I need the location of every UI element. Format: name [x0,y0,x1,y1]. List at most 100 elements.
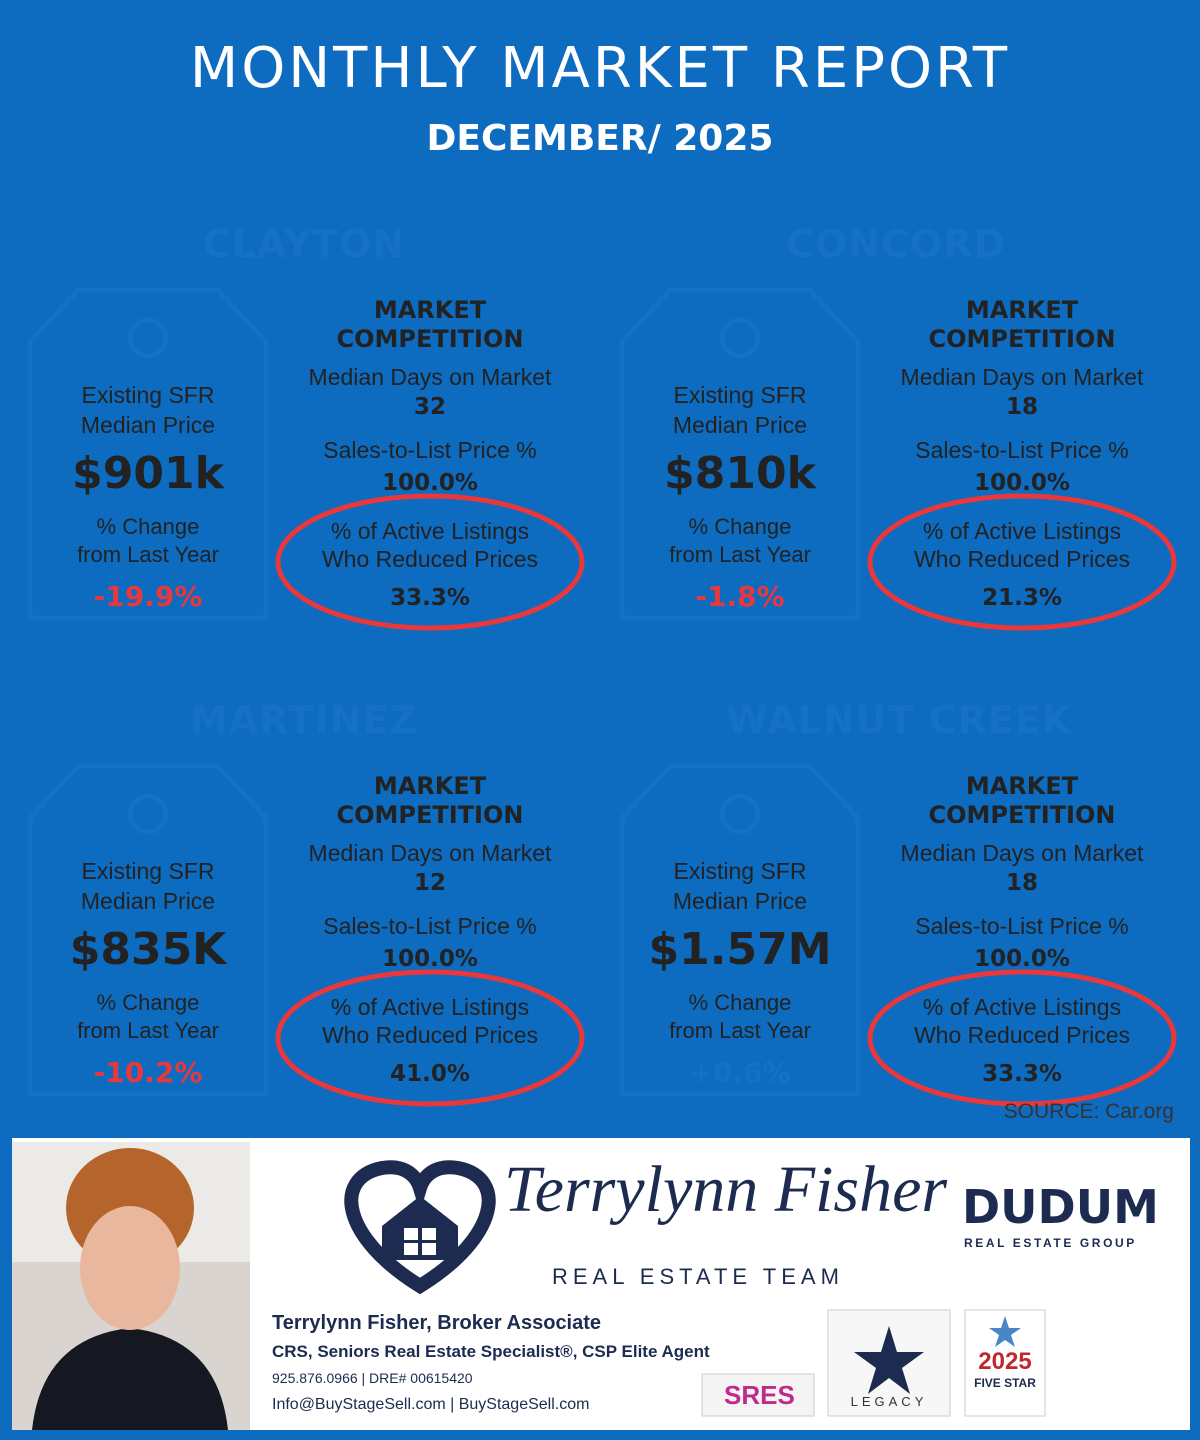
ratio-label: Sales-to-List Price % [915,437,1129,463]
price-label: Existing SFR [81,858,215,884]
change-label: % Change [688,990,792,1015]
agent-line: 925.876.0966 | DRE# 00615420 [272,1370,473,1386]
competition-title: MARKET [965,772,1079,800]
photo-body [32,1328,228,1430]
days-value: 32 [413,394,446,420]
price-change: -19.9% [93,580,203,613]
competition-title: MARKET [965,296,1079,324]
price-label: Median Price [80,412,216,438]
star [854,1326,924,1394]
photo-face [80,1206,180,1330]
tag-hole [719,317,761,359]
ratio-label: Sales-to-List Price % [323,437,537,463]
price-label: Median Price [672,412,808,438]
brokerage: DUDUM [962,1180,1159,1234]
competition-title: COMPETITION [928,801,1116,829]
days-label: Median Days on Market [308,364,552,390]
median-price: $1.57M [648,924,832,975]
days-label: Median Days on Market [308,840,552,866]
price-change: +0.6% [689,1056,791,1089]
panel-art [27,763,585,1107]
price-change: -1.8% [695,580,785,613]
panel-art [619,763,1177,1107]
brokerage-subtitle: REAL ESTATE GROUP [964,1236,1137,1250]
median-price: $901k [72,448,224,499]
report-date: DECEMBER/ 2025 [426,118,774,159]
window [404,1228,418,1240]
highlight-circle [275,493,585,631]
change-label: from Last Year [669,1018,811,1043]
tag-hole [127,793,169,835]
legacy-label: LEGACY [850,1394,928,1409]
competition-title: COMPETITION [336,325,524,353]
ratio-value: 100.0% [974,946,1070,972]
competition-title: MARKET [373,296,487,324]
reduced-label: Who Reduced Prices [913,1022,1131,1048]
agent-line: Info@BuyStageSell.com | BuyStageSell.com [272,1396,590,1413]
price-label: Median Price [80,888,216,914]
reduced-label: % of Active Listings [330,994,530,1020]
highlight-circle [867,969,1177,1107]
agent-line: Terrylynn Fisher, Broker Associate [272,1312,602,1334]
team-subtitle: REAL ESTATE TEAM [552,1264,844,1289]
highlight-circle [275,969,585,1107]
reduced-label: Who Reduced Prices [321,546,539,572]
award-year: 2025 [978,1348,1032,1375]
ratio-value: 100.0% [974,470,1070,496]
price-tag [27,763,269,1097]
days-label: Median Days on Market [900,364,1144,390]
change-label: % Change [688,514,792,539]
sres-badge [701,1373,815,1417]
report-title: MONTHLY MARKET REPORT [189,36,1011,101]
window [422,1243,436,1255]
house-icon [382,1196,458,1260]
reduced-value: 41.0% [390,1061,470,1087]
reduced-label: % of Active Listings [330,518,530,544]
window [422,1228,436,1240]
price-label: Existing SFR [673,858,807,884]
city-name: MARTINEZ [189,698,419,742]
tag-hole [719,793,761,835]
city-name: CLAYTON [202,222,406,266]
tag-hole [127,317,169,359]
sres-label: SRES [724,1380,795,1410]
reduced-value: 33.3% [390,585,470,611]
median-price: $810k [664,448,816,499]
price-change: -10.2% [93,1056,203,1089]
reduced-label: % of Active Listings [922,994,1122,1020]
competition-title: COMPETITION [336,801,524,829]
ratio-value: 100.0% [382,946,478,972]
city-name: WALNUT CREEK [726,698,1073,742]
days-label: Median Days on Market [900,840,1144,866]
panel-art [27,287,585,631]
highlight-circle [867,493,1177,631]
reduced-label: Who Reduced Prices [913,546,1131,572]
competition-title: COMPETITION [928,325,1116,353]
panel-art [619,287,1177,631]
city-name: CONCORD [786,222,1006,266]
competition-title: MARKET [373,772,487,800]
price-tag [619,287,861,621]
change-label: from Last Year [669,542,811,567]
footer: Terrylynn Fisher REAL ESTATE TEAM DUDUM REA… [12,1138,1190,1430]
reduced-value: 33.3% [982,1061,1062,1087]
agent-line: CRS, Seniors Real Estate Specialist®, CS… [272,1342,710,1361]
ratio-label: Sales-to-List Price % [915,913,1129,939]
median-price: $835K [69,924,227,975]
change-label: from Last Year [77,542,219,567]
reduced-value: 21.3% [982,585,1062,611]
award-label: FIVE STAR [974,1376,1036,1390]
price-label: Existing SFR [673,382,807,408]
reduced-label: % of Active Listings [922,518,1122,544]
price-label: Existing SFR [81,382,215,408]
change-label: from Last Year [77,1018,219,1043]
price-label: Median Price [672,888,808,914]
days-value: 12 [413,870,446,896]
price-tag [619,763,861,1097]
price-tag [27,287,269,621]
footer-art [12,1142,1046,1430]
reduced-label: Who Reduced Prices [321,1022,539,1048]
change-label: % Change [96,514,200,539]
source: SOURCE: Car.org [1003,1100,1174,1123]
